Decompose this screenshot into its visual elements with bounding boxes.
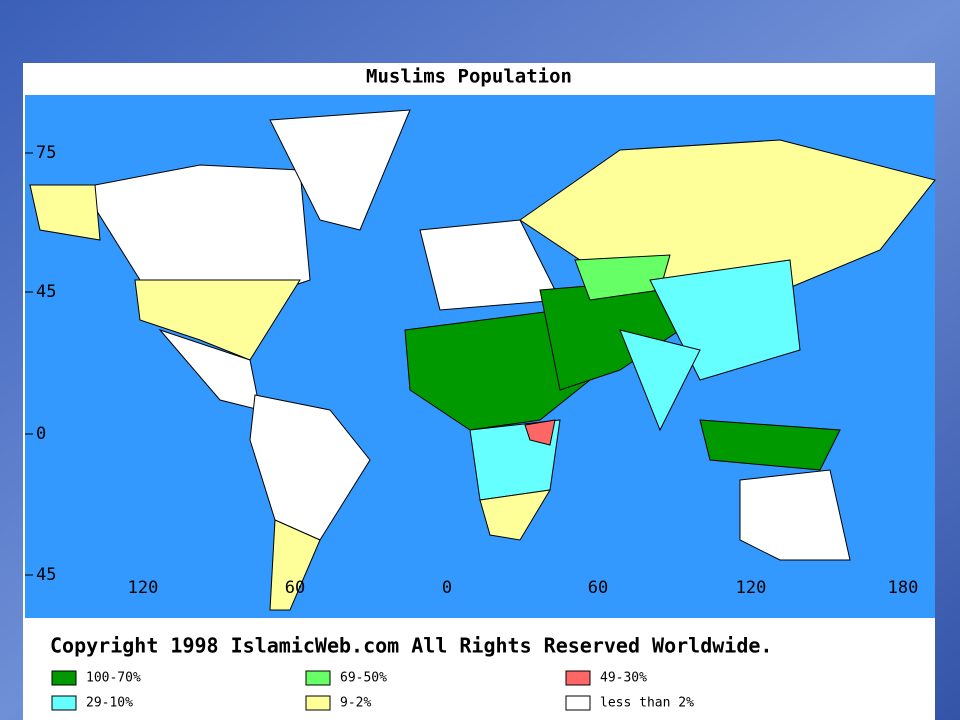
- latitude-labels: 75 45 0 45: [25, 143, 56, 585]
- lon-label: 120: [128, 578, 159, 598]
- longitude-labels: 120 60 0 60 120 180: [128, 578, 919, 598]
- legend-swatch: [305, 670, 331, 686]
- legend-swatch: [565, 695, 591, 711]
- lat-label: 75: [36, 143, 56, 163]
- legend-label: 69-50%: [340, 671, 387, 686]
- legend-label: 100-70%: [86, 671, 141, 686]
- lon-label: 0: [442, 578, 452, 598]
- southern-africa: [479, 489, 551, 541]
- lon-label: 180: [888, 578, 919, 598]
- usa: [134, 279, 301, 361]
- legend-label: 29-10%: [86, 696, 133, 711]
- lat-label: 0: [36, 424, 46, 444]
- greenland: [269, 109, 411, 231]
- argentina: [269, 519, 321, 611]
- lat-label: 45: [36, 565, 56, 585]
- legend-swatch: [51, 670, 77, 686]
- australia: [739, 469, 851, 561]
- land: [29, 109, 936, 611]
- indonesia: [699, 419, 841, 471]
- alaska: [29, 184, 101, 241]
- india: [619, 329, 701, 432]
- legend-label: less than 2%: [600, 696, 694, 711]
- legend-swatch: [305, 695, 331, 711]
- lon-label: 60: [588, 578, 608, 598]
- map-title: Muslims Population: [366, 66, 572, 88]
- legend: 100-70% 69-50% 49-30% 29-10% 9-2% less than 2…: [51, 670, 694, 711]
- legend-label: 49-30%: [600, 671, 647, 686]
- legend-label: 9-2%: [340, 696, 371, 711]
- copyright: Copyright 1998 IslamicWeb.com All Rights…: [50, 634, 772, 658]
- lat-label: 45: [36, 282, 56, 302]
- lon-label: 60: [285, 578, 305, 598]
- lon-label: 120: [736, 578, 767, 598]
- legend-swatch: [51, 695, 77, 711]
- east-africa: [524, 419, 556, 446]
- legend-swatch: [565, 670, 591, 686]
